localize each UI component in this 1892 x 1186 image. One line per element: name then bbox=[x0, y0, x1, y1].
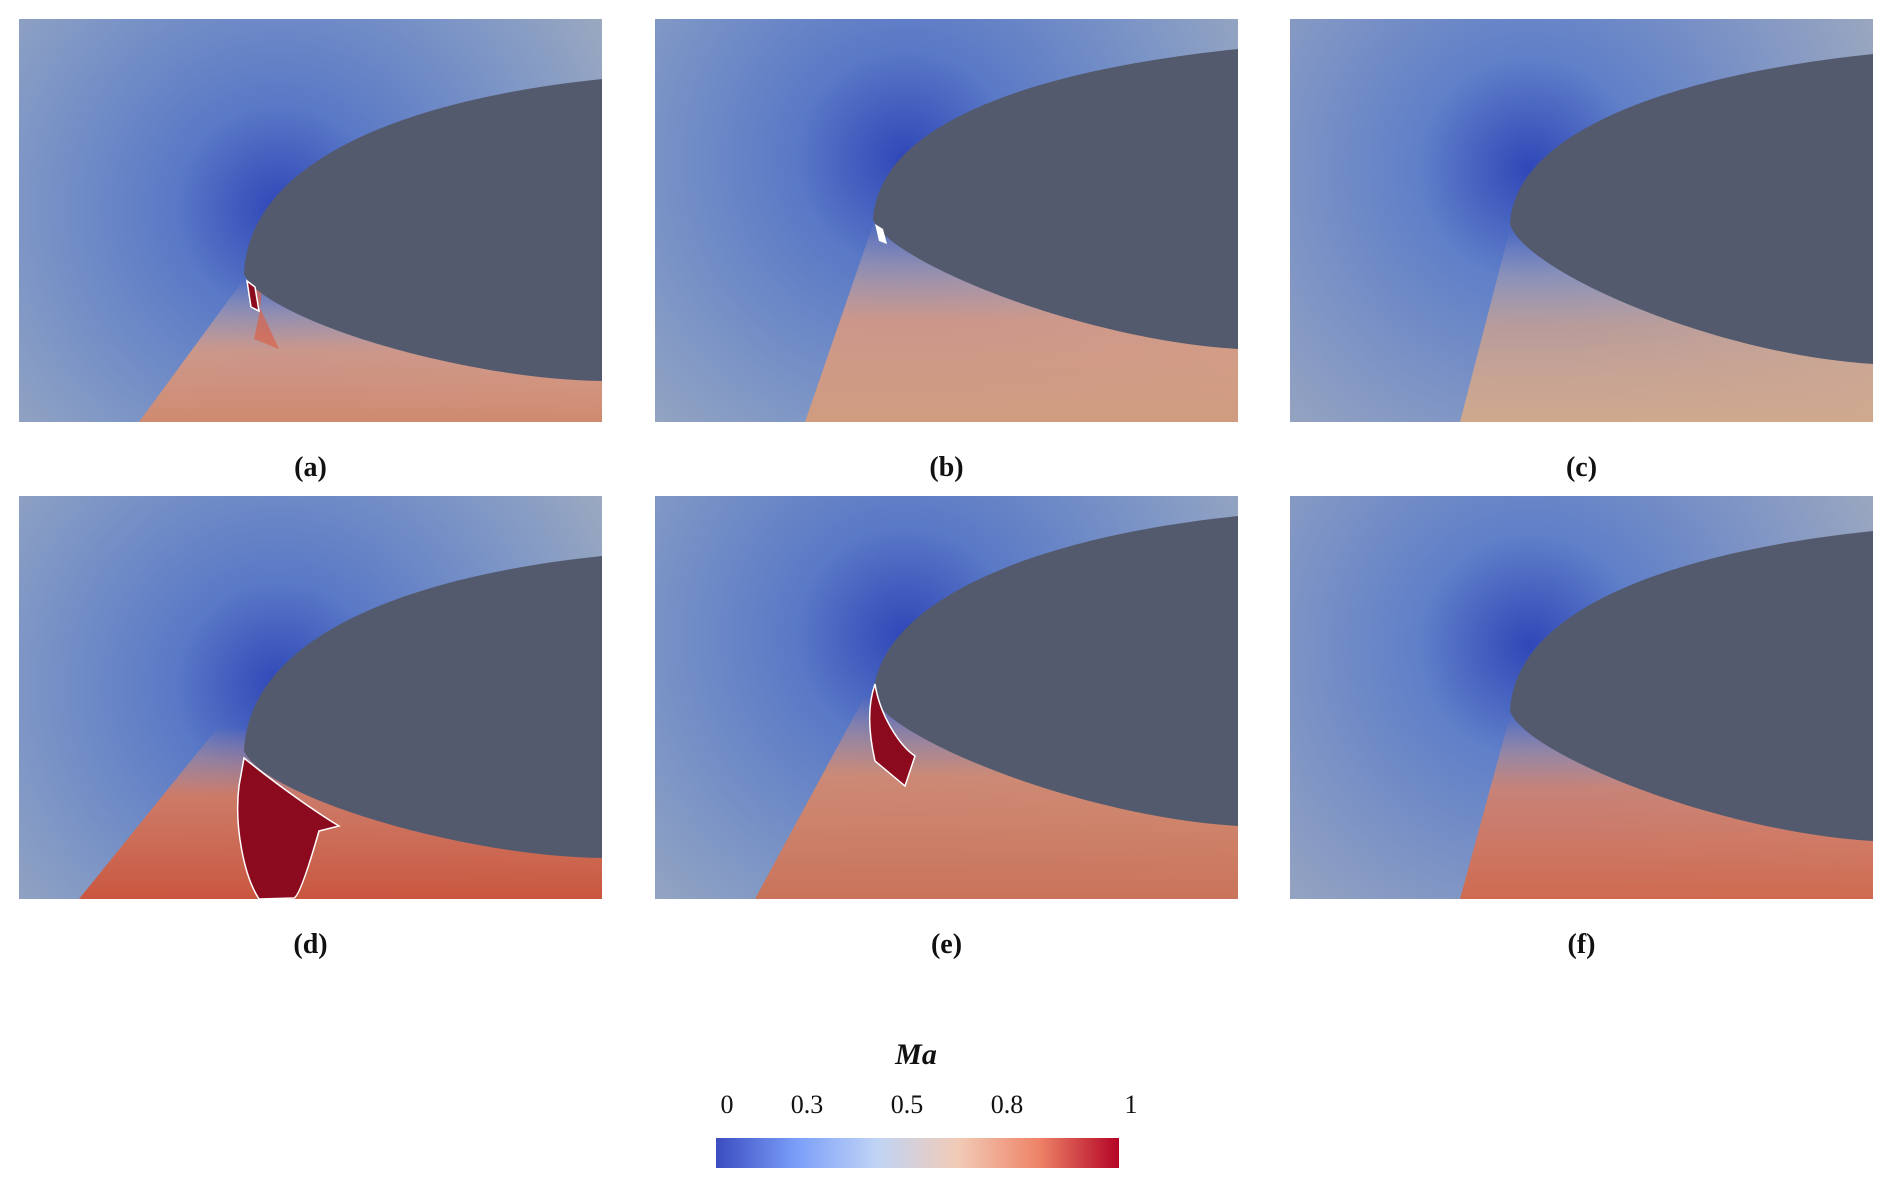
colorbar-tick-label: 0.3 bbox=[790, 1090, 824, 1119]
colorbar-title: Ma bbox=[895, 1038, 937, 1071]
panel-e bbox=[655, 496, 1238, 899]
colorbar-tick-label: 1 bbox=[1124, 1090, 1138, 1119]
caption-f: (f) bbox=[1567, 929, 1596, 960]
caption-d: (d) bbox=[293, 929, 328, 960]
panel-d bbox=[19, 496, 602, 899]
panel-b bbox=[655, 19, 1238, 422]
airfoil-body bbox=[1510, 54, 1873, 364]
caption-c: (c) bbox=[1565, 452, 1598, 483]
airfoil-body bbox=[244, 79, 602, 381]
caption-b: (b) bbox=[929, 452, 964, 483]
colorbar-ticks: 0 0.3 0.5 0.8 1 bbox=[716, 1090, 1138, 1124]
colorbar-tick-label: 0.5 bbox=[890, 1090, 924, 1119]
colorbar bbox=[716, 1138, 1119, 1168]
panel-c bbox=[1290, 19, 1873, 422]
colorbar-tick-label: 0 bbox=[720, 1090, 734, 1119]
airfoil-body bbox=[873, 49, 1238, 349]
caption-e: (e) bbox=[930, 929, 963, 960]
airfoil-body bbox=[244, 556, 602, 858]
caption-a: (a) bbox=[294, 452, 327, 483]
colorbar-tick-label: 0.8 bbox=[990, 1090, 1024, 1119]
panel-a bbox=[19, 19, 602, 422]
airfoil-body bbox=[873, 516, 1238, 826]
airfoil-body bbox=[1510, 531, 1873, 841]
panel-f bbox=[1290, 496, 1873, 899]
